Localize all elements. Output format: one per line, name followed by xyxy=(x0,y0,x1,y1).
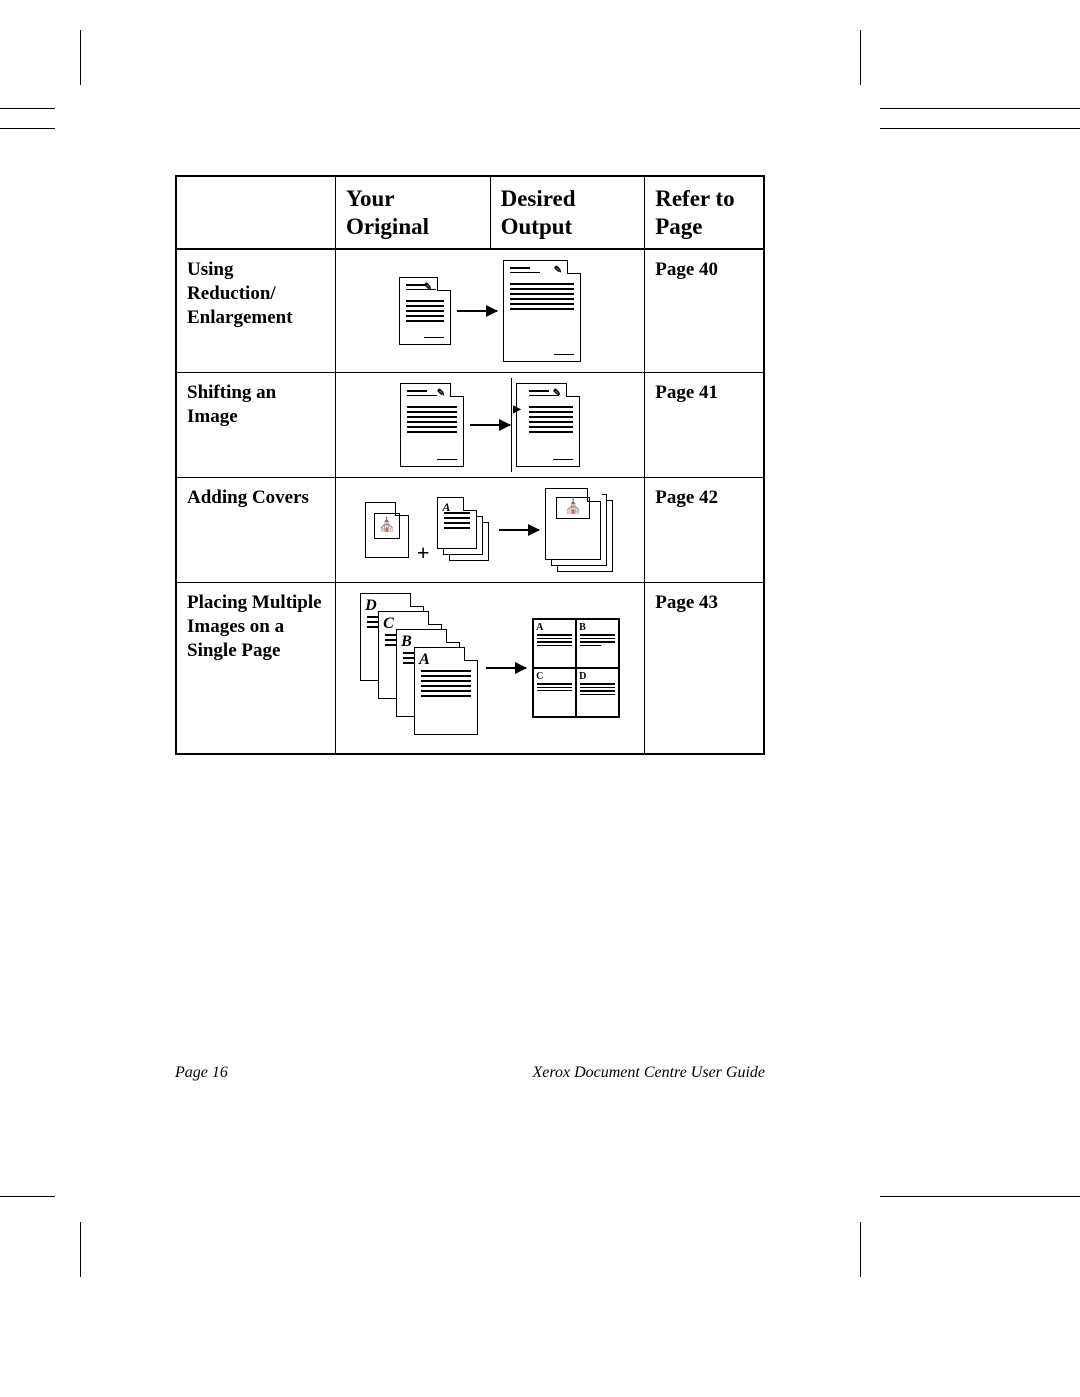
arrow-icon xyxy=(499,529,539,531)
four-up-page-icon: A B C D xyxy=(532,618,620,718)
illustration-shifting: ✎ ▶ ✎ xyxy=(335,373,644,478)
multi-page-stack-icon: D C B A xyxy=(360,593,480,743)
crop-mark xyxy=(880,1196,1080,1197)
feature-cell: Using Reduction/ Enlargement xyxy=(176,249,335,373)
arrow-icon xyxy=(486,667,526,669)
reference-table: Your Original Desired Output Refer to Pa… xyxy=(175,175,765,755)
crop-mark xyxy=(0,108,55,109)
crop-mark xyxy=(80,30,81,85)
crop-mark xyxy=(860,1222,861,1277)
document-large-icon: ✎ xyxy=(503,260,581,362)
document-small-icon: ✎ xyxy=(399,277,451,345)
illustration-multi-images: D C B A A B C D xyxy=(335,583,644,755)
arrow-icon xyxy=(457,310,497,312)
document-icon: ✎ xyxy=(400,383,464,467)
illustration-reduction-enlargement: ✎ ✎ xyxy=(335,249,644,373)
header-original: Your Original xyxy=(335,176,490,249)
document-shifted-icon: ▶ ✎ xyxy=(516,383,580,467)
crop-mark xyxy=(860,30,861,85)
table-row: Using Reduction/ Enlargement ✎ ✎ xyxy=(176,249,764,373)
arrow-icon xyxy=(470,424,510,426)
page-content: Your Original Desired Output Refer to Pa… xyxy=(175,175,765,755)
crop-mark xyxy=(880,128,1080,129)
refer-cell: Page 42 xyxy=(645,478,764,583)
feature-cell: Adding Covers xyxy=(176,478,335,583)
page-footer: Page 16 Xerox Document Centre User Guide xyxy=(175,1064,765,1082)
crop-mark xyxy=(0,128,55,129)
table-row: Adding Covers ⛪ + A xyxy=(176,478,764,583)
illustration-covers: ⛪ + A xyxy=(335,478,644,583)
footer-page-number: Page 16 xyxy=(175,1064,228,1082)
table-row: Shifting an Image ✎ ▶ xyxy=(176,373,764,478)
crop-mark xyxy=(80,1222,81,1277)
footer-guide-title: Xerox Document Centre User Guide xyxy=(532,1064,765,1082)
crop-mark xyxy=(880,108,1080,109)
refer-cell: Page 40 xyxy=(645,249,764,373)
crop-mark xyxy=(0,1196,55,1197)
table-header-row: Your Original Desired Output Refer to Pa… xyxy=(176,176,764,249)
plus-icon: + xyxy=(417,539,430,567)
cover-page-icon: ⛪ xyxy=(365,502,409,558)
table-row: Placing Multiple Images on a Single Page… xyxy=(176,583,764,755)
feature-cell: Placing Multiple Images on a Single Page xyxy=(176,583,335,755)
feature-cell: Shifting an Image xyxy=(176,373,335,478)
header-output: Desired Output xyxy=(490,176,645,249)
header-feature xyxy=(176,176,335,249)
header-refer: Refer to Page xyxy=(645,176,764,249)
refer-cell: Page 43 xyxy=(645,583,764,755)
document-stack-icon: A xyxy=(437,497,493,563)
document-stack-with-cover-icon: ⛪ xyxy=(545,488,615,572)
refer-cell: Page 41 xyxy=(645,373,764,478)
